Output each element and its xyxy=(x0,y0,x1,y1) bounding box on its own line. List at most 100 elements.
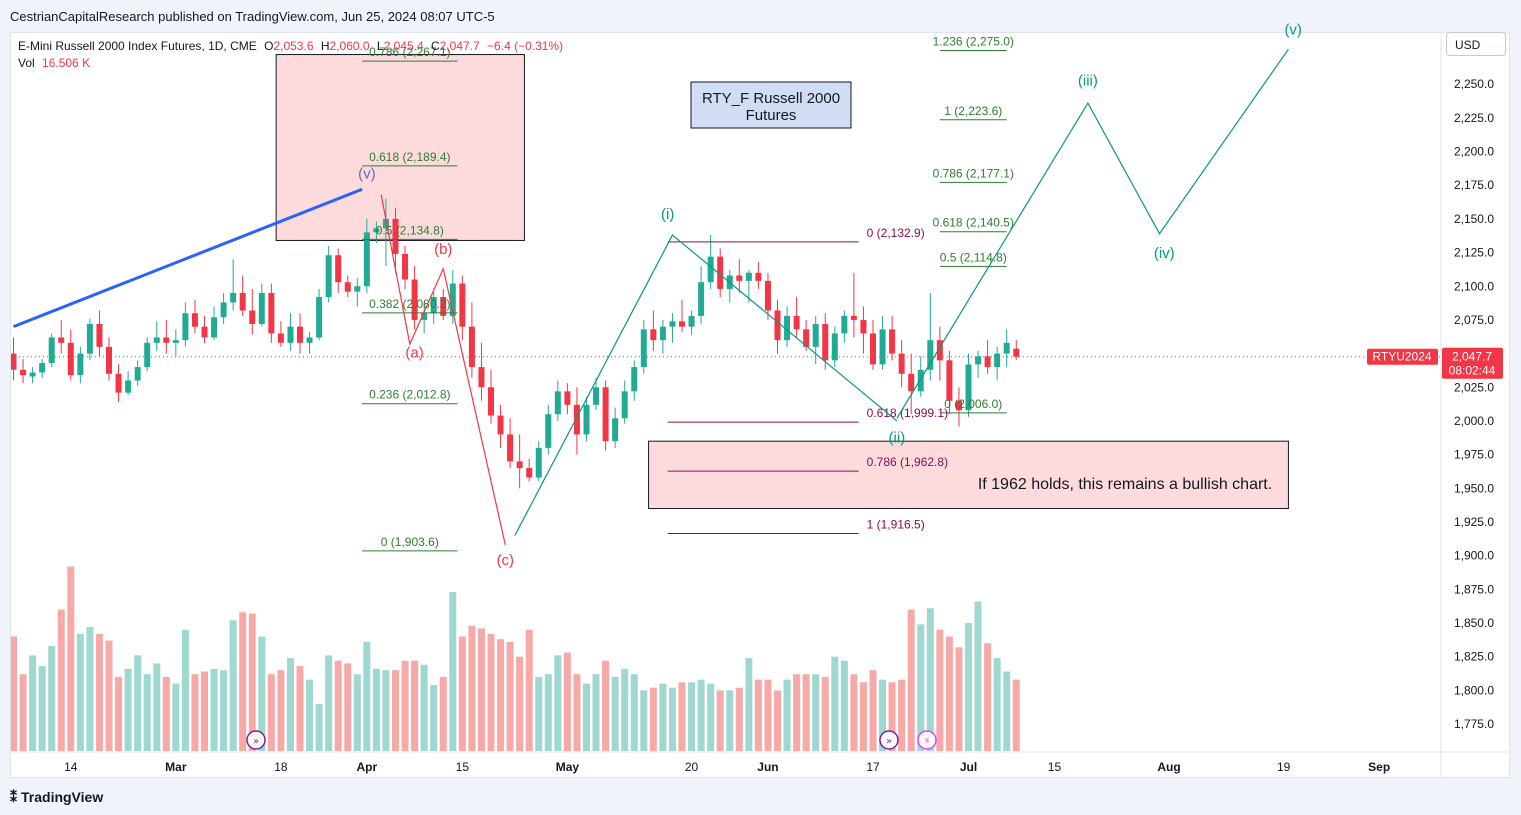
symbol-name[interactable]: E-Mini Russell 2000 Index Futures, 1D, C… xyxy=(18,39,257,53)
close-label: C xyxy=(430,39,440,53)
fib-level-label: 0.618 (1,999.1) xyxy=(867,406,948,420)
volume-bar xyxy=(783,679,791,751)
candle-body xyxy=(774,310,781,341)
volume-bar xyxy=(420,664,428,751)
time-tick-label: Jul xyxy=(960,760,977,774)
volume-bar xyxy=(974,601,982,751)
candle-body xyxy=(230,292,237,303)
countdown-text: 08:02:44 xyxy=(1449,364,1496,378)
wave-label: (v) xyxy=(1284,21,1302,38)
tv-logo-icon: ⁑ xyxy=(10,789,17,805)
volume-bar xyxy=(859,682,867,751)
volume-bar xyxy=(372,668,380,751)
candle-body xyxy=(77,353,84,376)
wave-label: (iv) xyxy=(1154,245,1175,262)
volume-bar xyxy=(277,670,285,751)
candle-body xyxy=(831,333,838,361)
candle-body xyxy=(631,367,638,392)
candle-body xyxy=(153,337,160,343)
time-tick-label: Sep xyxy=(1368,760,1390,774)
volume-bar xyxy=(267,674,275,751)
candle-body xyxy=(984,356,991,368)
candle-body xyxy=(822,323,829,361)
wave-label: (iii) xyxy=(1078,73,1098,90)
wave-label: (c) xyxy=(497,552,515,569)
open-label: O xyxy=(264,39,274,53)
volume-bar xyxy=(439,676,447,751)
candle-body xyxy=(936,340,943,361)
volume-bar xyxy=(697,679,705,751)
volume-bar xyxy=(888,682,896,751)
candle-body xyxy=(306,337,313,343)
wave-label: (ii) xyxy=(889,430,906,447)
price-tick-label: 1,775.0 xyxy=(1454,717,1494,731)
symbol-legend: E-Mini Russell 2000 Index Futures, 1D, C… xyxy=(18,38,563,72)
candle-body xyxy=(545,414,552,448)
volume-bar xyxy=(153,663,161,751)
volume-bar xyxy=(325,655,333,751)
volume-bar xyxy=(945,636,953,751)
volume-bar xyxy=(907,609,915,751)
candle-body xyxy=(917,369,924,392)
candle-body xyxy=(373,228,380,233)
fib-level-label: 0 (2,006.0) xyxy=(944,397,1002,411)
candle-body xyxy=(106,346,112,374)
candle-body xyxy=(382,218,389,229)
dividend-icon[interactable] xyxy=(917,730,937,750)
candle-body xyxy=(191,313,198,327)
volume-bar xyxy=(984,643,992,751)
candle-body xyxy=(335,255,342,283)
candle-body xyxy=(478,367,485,388)
candle-body xyxy=(1013,348,1020,357)
volume-bar xyxy=(716,690,724,751)
open-value: 2,053.6 xyxy=(273,39,314,53)
volume-bar xyxy=(248,613,256,751)
candle-body xyxy=(803,329,810,347)
candle-body xyxy=(58,337,65,343)
volume-bar xyxy=(124,668,132,751)
volume-bar xyxy=(621,668,629,751)
candle-body xyxy=(488,387,494,416)
candle-body xyxy=(344,282,351,292)
volume-bar xyxy=(678,682,686,751)
fib-level-label: 0.786 (2,267.1) xyxy=(369,45,450,59)
candle-body xyxy=(898,353,905,374)
volume-bar xyxy=(363,641,371,751)
time-tick-label: 18 xyxy=(274,760,288,774)
candle-body xyxy=(784,315,791,341)
volume-bar xyxy=(821,676,829,751)
volume-bar xyxy=(630,674,638,751)
earnings-icon[interactable] xyxy=(246,730,266,750)
time-tick-label: Aug xyxy=(1157,760,1180,774)
volume-bar xyxy=(583,683,590,751)
candle-body xyxy=(736,275,743,281)
candle-body xyxy=(535,447,542,478)
volume-bar xyxy=(430,684,438,751)
volume-bar xyxy=(134,655,142,751)
candle-body xyxy=(39,363,46,373)
volume-bar xyxy=(258,636,266,751)
volume-bar xyxy=(602,660,610,751)
tradingview-logo[interactable]: ⁑ TradingView xyxy=(10,789,103,806)
wave-path xyxy=(514,234,898,536)
candle-body xyxy=(402,253,409,280)
volume-bar xyxy=(926,608,934,751)
price-tick-label: 2,225.0 xyxy=(1454,111,1494,125)
low-value: 2,045.4 xyxy=(383,39,424,53)
candle-body xyxy=(650,329,657,341)
volume-bar xyxy=(172,683,180,751)
candle-body xyxy=(172,340,179,343)
volume-bar xyxy=(86,627,94,751)
highlight-zone xyxy=(275,54,525,241)
volume-bar xyxy=(1003,671,1011,751)
earnings-icon[interactable] xyxy=(879,730,899,750)
candle-body xyxy=(211,317,218,338)
volume-bar xyxy=(506,641,514,751)
volume-bar xyxy=(296,666,304,751)
price-tick-label: 1,975.0 xyxy=(1454,448,1494,462)
currency-button[interactable]: USD xyxy=(1446,32,1506,56)
price-tick-label: 1,850.0 xyxy=(1454,616,1494,630)
volume-bar xyxy=(67,566,75,751)
publisher-bar: CestrianCapitalResearch published on Tra… xyxy=(0,0,1521,32)
